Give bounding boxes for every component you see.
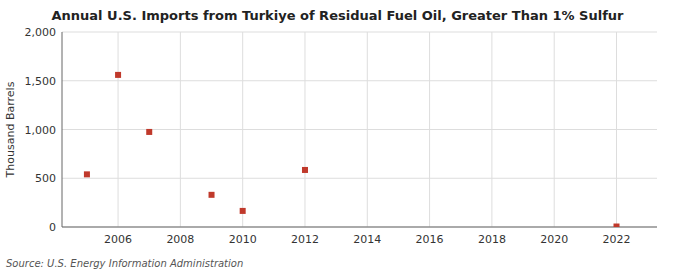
- x-grid-line: [242, 32, 243, 227]
- point: [614, 224, 620, 227]
- grid: [62, 32, 657, 227]
- point: [115, 72, 121, 78]
- x-tick-label: 2018: [478, 233, 506, 246]
- x-grid-line: [180, 32, 181, 227]
- x-grid-line: [367, 32, 368, 227]
- x-grid-line: [616, 32, 617, 227]
- y-grid-line: [62, 32, 657, 33]
- x-tick-label: 2020: [540, 233, 568, 246]
- x-tick-label: 2012: [291, 233, 319, 246]
- plot-background: [62, 32, 657, 227]
- point: [209, 192, 215, 198]
- x-grid-line: [304, 32, 305, 227]
- y-axis-label: Thousand Barrels: [4, 81, 17, 178]
- x-tick-label: 2022: [603, 233, 631, 246]
- y-grid-line: [62, 80, 657, 81]
- chart-svg: 0 500 1,000 1,500 2,000 2006 2008 2010 2012 2014 2…: [0, 0, 675, 275]
- x-grid-line: [554, 32, 555, 227]
- x-tick-label: 2006: [104, 233, 132, 246]
- chart-container: 0 500 1,000 1,500 2,000 2006 2008 2010 2012 2014 2…: [0, 0, 675, 275]
- y-axis-line: [62, 32, 63, 227]
- y-grid-line: [62, 227, 657, 228]
- x-tick-label: 2008: [166, 233, 194, 246]
- x-tick-label: 2014: [353, 233, 381, 246]
- source-note: Source: U.S. Energy Information Administ…: [6, 258, 243, 269]
- x-grid-line: [491, 32, 492, 227]
- point: [240, 208, 246, 214]
- points: [84, 72, 620, 227]
- x-grid-line: [429, 32, 430, 227]
- y-tick-label: 1,000: [25, 124, 57, 137]
- title: Annual U.S. Imports from Turkiye of Resi…: [52, 8, 625, 23]
- point: [146, 129, 152, 135]
- point: [84, 171, 90, 177]
- x-tick-label: 2016: [416, 233, 444, 246]
- x-axis-line: [62, 227, 657, 228]
- y-tick-label: 1,500: [25, 75, 57, 88]
- y-tick-label: 0: [49, 221, 56, 234]
- y-tick-label: 500: [35, 172, 56, 185]
- y-grid-line: [62, 178, 657, 179]
- x-grid-line: [118, 32, 119, 227]
- x-tick-label: 2010: [229, 233, 257, 246]
- y-tick-label: 2,000: [25, 26, 57, 39]
- tick-labels: 0 500 1,000 1,500 2,000 2006 2008 2010 2012 2014 2…: [25, 26, 631, 246]
- point: [302, 167, 308, 173]
